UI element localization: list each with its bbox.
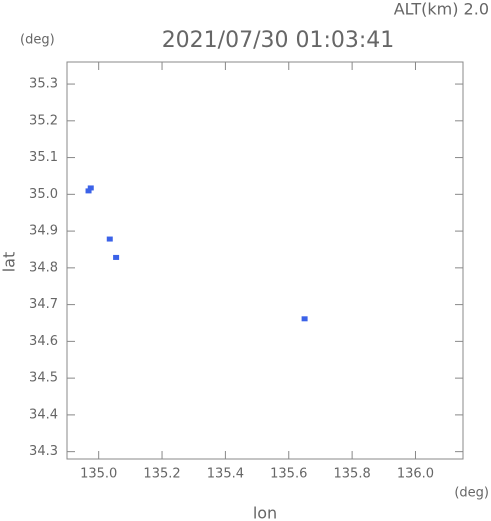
x-tick-label: 135.8 — [334, 467, 371, 482]
y-axis-label: lat — [0, 252, 19, 273]
y-tick-label: 34.9 — [29, 224, 58, 239]
point — [113, 254, 120, 260]
point — [85, 188, 92, 194]
y-tick-label: 34.3 — [29, 444, 58, 459]
point — [87, 185, 94, 191]
point — [301, 316, 308, 322]
point — [106, 236, 113, 242]
y-tick-label: 34.7 — [29, 297, 58, 312]
y-tick-label: 35.0 — [29, 187, 58, 202]
x-axis-label: lon — [253, 504, 277, 521]
x-tick-label: 136.0 — [397, 467, 434, 482]
y-tick-label: 34.5 — [29, 371, 58, 386]
y-unit: (deg) — [20, 33, 55, 48]
x-tick-label: 135.6 — [270, 467, 307, 482]
x-unit: (deg) — [454, 486, 489, 501]
y-tick-label: 35.1 — [29, 150, 58, 165]
y-tick-label: 35.3 — [29, 77, 58, 92]
x-tick-label: 135.2 — [143, 467, 180, 482]
x-tick-label: 135.4 — [207, 467, 244, 482]
plot-frame — [66, 61, 464, 460]
y-tick-label: 34.4 — [29, 407, 58, 422]
y-tick-label: 34.6 — [29, 334, 58, 349]
x-tick-label: 135.0 — [80, 467, 117, 482]
chart-title: 2021/07/30 01:03:41 — [162, 28, 395, 53]
y-tick-label: 34.8 — [29, 260, 58, 275]
annotation: ALT(km) 2.0 — [394, 0, 489, 19]
y-tick-label: 35.2 — [29, 113, 58, 128]
